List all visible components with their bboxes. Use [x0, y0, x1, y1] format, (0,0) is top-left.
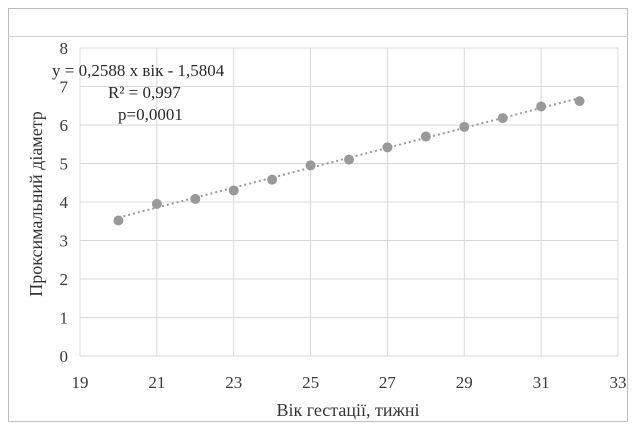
data-point [382, 142, 393, 153]
data-point [344, 154, 354, 165]
data-point [113, 215, 124, 226]
y-axis-ticks: 0 1 2 3 4 5 6 7 8 [60, 39, 69, 366]
y-tick-label: 2 [60, 270, 69, 289]
x-tick-label: 23 [225, 373, 242, 392]
data-point [420, 131, 431, 142]
y-axis-title: Проксимальний діаметр [26, 111, 46, 297]
p-value-label: p=0,0001 [118, 105, 183, 124]
data-point [536, 101, 547, 112]
x-tick-label: 33 [610, 373, 627, 392]
y-tick-label: 7 [60, 78, 69, 97]
x-tick-label: 27 [379, 373, 397, 392]
x-tick-label: 21 [148, 373, 165, 392]
chart-frame [8, 8, 628, 422]
data-point [228, 185, 239, 196]
data-point [151, 198, 162, 209]
y-tick-label: 6 [60, 116, 69, 135]
y-tick-label: 5 [60, 155, 69, 174]
r-squared-label: R² = 0,997 [108, 83, 181, 102]
data-point [497, 113, 508, 124]
data-points [113, 96, 585, 226]
data-point [305, 160, 316, 171]
regression-equation: y = 0,2588 x вік - 1,5804 [52, 61, 225, 80]
chart-top-divider [8, 36, 628, 37]
data-point [267, 174, 278, 185]
y-tick-label: 4 [60, 193, 69, 212]
data-point [459, 121, 470, 132]
x-axis-title: Вік гестації, тижні [276, 400, 419, 420]
y-tick-label: 1 [60, 309, 69, 328]
data-point [574, 96, 585, 107]
y-tick-label: 0 [60, 347, 69, 366]
x-tick-label: 29 [456, 373, 473, 392]
y-tick-label: 3 [60, 232, 69, 251]
x-tick-label: 25 [302, 373, 319, 392]
x-tick-label: 31 [533, 373, 550, 392]
x-axis-ticks: 19 21 23 25 27 29 31 33 [72, 373, 627, 392]
y-tick-label: 8 [60, 39, 69, 58]
data-point [190, 193, 201, 204]
x-tick-label: 19 [72, 373, 89, 392]
